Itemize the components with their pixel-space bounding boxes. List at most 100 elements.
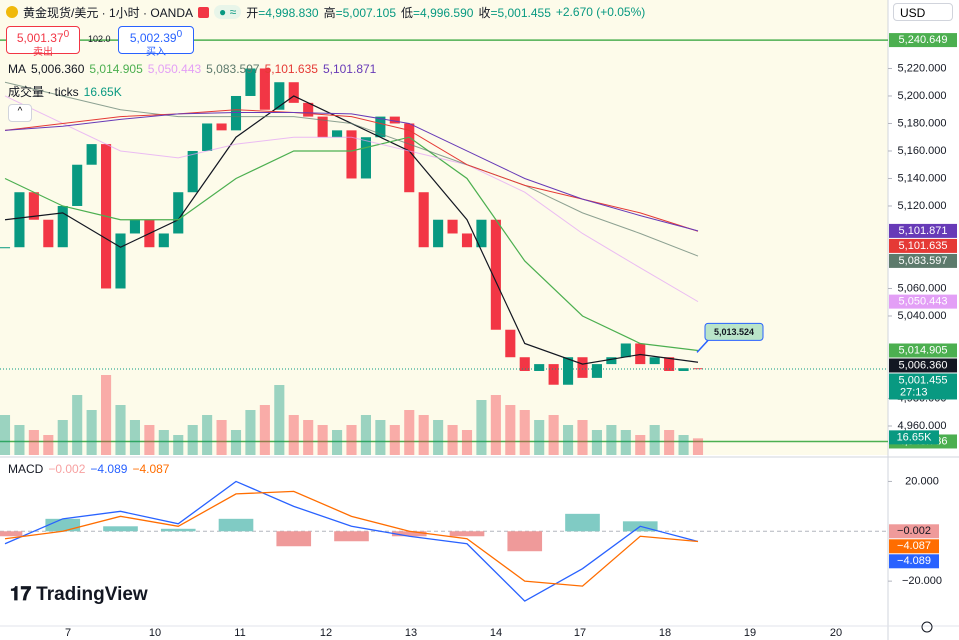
macd-value: −4.089 <box>90 462 128 476</box>
candle <box>173 192 184 234</box>
ma-line <box>4 95 699 303</box>
last-badge-label: 5,001.455 <box>899 374 948 386</box>
price-badge-label: 5,101.871 <box>899 225 948 237</box>
candle <box>375 116 386 138</box>
ohlc-value: =4,996.590 <box>413 5 474 20</box>
x-tick-label: 18 <box>659 627 671 639</box>
ohlc-label: 高 <box>323 5 336 20</box>
candle <box>418 192 429 248</box>
candle <box>692 368 704 370</box>
macd-badge-label: −0.002 <box>897 525 931 537</box>
spread: 102.0 <box>88 34 111 44</box>
price-badge-label: 5,006.360 <box>899 359 948 371</box>
ma-line <box>4 111 699 232</box>
ma-value: 5,014.905 <box>89 62 143 76</box>
macd-title: MACD <box>8 462 44 476</box>
ohlc: 开=4,998.830 高=5,007.105 低=4,996.590 收=5,001… <box>246 4 551 21</box>
y-tick-label: 5,040.000 <box>898 310 947 322</box>
candle <box>447 219 458 234</box>
volume-legend: 成交量 · ticks 16.65K <box>8 83 122 100</box>
volume-bar <box>72 395 83 455</box>
volume-bar <box>187 425 198 455</box>
volume-bar <box>0 415 11 455</box>
volume-bar <box>245 410 256 455</box>
volume-bar <box>490 395 501 455</box>
flag[interactable] <box>198 6 210 18</box>
ma-value: 5,050.443 <box>147 62 202 76</box>
price-badge <box>889 223 957 238</box>
ohlc-item: 开=4,998.830 <box>246 4 318 21</box>
candle <box>158 233 169 248</box>
buy-button[interactable]: 5,002.390 买入 <box>118 26 194 58</box>
y-tick-label: 5,180.000 <box>898 117 947 129</box>
ma-value: 5,101.635 <box>264 62 318 76</box>
candle <box>43 219 54 248</box>
volume-bar <box>620 430 631 455</box>
volume-bar <box>692 438 704 455</box>
candle <box>259 68 270 110</box>
macd-line <box>4 490 699 587</box>
macd-badge <box>889 554 939 569</box>
volume-bar <box>563 425 574 455</box>
status-pill[interactable]: ● ≈ <box>214 5 242 19</box>
volume-bar <box>418 415 429 455</box>
price-badge-label: 5,050.443 <box>899 296 948 308</box>
candle <box>461 233 473 248</box>
ohlc-label: 低 <box>401 5 414 20</box>
y-tick-label: 20.000 <box>905 475 939 487</box>
volume-bar <box>216 420 227 455</box>
candle <box>317 116 328 138</box>
volume-bar <box>173 435 184 455</box>
buy-sup: 0 <box>176 29 183 40</box>
header: 黄金现货/美元 · 1小时 · OANDA ● ≈ 开=4,998.830 高=5… <box>6 4 645 20</box>
candle <box>115 233 126 289</box>
macd-legend: MACD −0.002 −4.089 −4.087 <box>8 462 169 476</box>
volume-bar <box>230 430 242 455</box>
volume-badge-label: 16.65K <box>897 431 933 443</box>
candle <box>360 137 371 179</box>
y-tick-label: 5,160.000 <box>898 145 947 157</box>
symbol[interactable]: 黄金现货/美元 · 1小时 · OANDA <box>23 5 194 20</box>
price-badge-label: 5,101.635 <box>899 240 948 252</box>
candle <box>635 343 646 365</box>
volume-bar <box>591 430 602 455</box>
candle <box>476 219 487 248</box>
volume-bar <box>129 420 140 455</box>
collapse-button[interactable]: ^ <box>8 104 32 122</box>
buy-label: 买入 <box>146 47 166 58</box>
histogram-bar <box>218 518 254 532</box>
x-tick-label: 20 <box>830 627 842 639</box>
volume-bar <box>28 430 39 455</box>
volume-bar <box>649 425 660 455</box>
macd-badge-label: −4.089 <box>897 555 931 567</box>
level-badge <box>889 33 957 48</box>
volume-bar <box>115 405 126 455</box>
volume-bar <box>288 415 299 455</box>
annotation-arrow <box>696 339 709 353</box>
macd-value: −4.087 <box>132 462 170 476</box>
volume-bar <box>678 435 689 455</box>
price-badge-label: 5,014.905 <box>899 344 948 356</box>
ohlc-value: =5,007.105 <box>335 5 397 20</box>
ma-value: 5,006.360 <box>31 62 85 76</box>
histogram-bar <box>507 531 543 552</box>
candle <box>86 144 97 165</box>
volume-bar <box>433 420 444 455</box>
volume-bar <box>144 425 155 455</box>
settings-icon[interactable] <box>921 621 933 633</box>
volume-bar <box>317 425 328 455</box>
y-tick-label: 4,960.000 <box>898 420 947 432</box>
ma-title: MA <box>8 62 26 76</box>
macd-badge <box>889 524 939 539</box>
histogram-bar <box>276 531 312 547</box>
y-tick-label: 5,120.000 <box>898 200 947 212</box>
change: +2.670 (+0.05%) <box>555 5 646 19</box>
sell-button[interactable]: 5,001.370 卖出 <box>6 26 80 58</box>
volume-bar <box>505 405 516 455</box>
candle <box>288 82 299 103</box>
sell-label: 卖出 <box>33 47 53 58</box>
currency[interactable]: USD <box>893 3 953 21</box>
volume-bar <box>202 415 213 455</box>
volume-bar <box>461 430 473 455</box>
